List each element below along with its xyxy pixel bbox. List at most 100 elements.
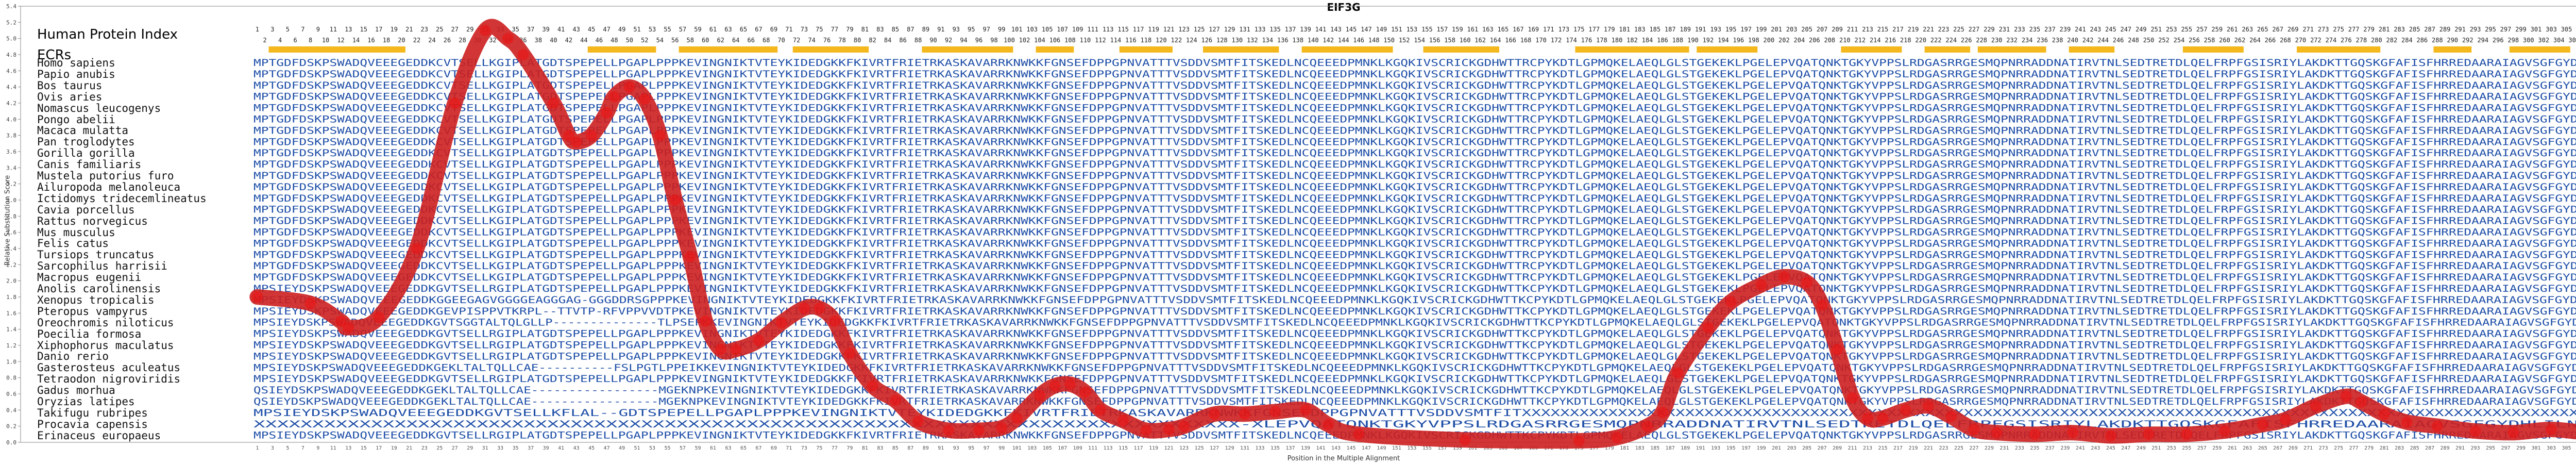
x-tick-label: 285: [2410, 445, 2419, 451]
sequence-row: MPTGDFDSKPSWADQVEEEGEDDKCVTSELLKGIPLATGD…: [253, 238, 2576, 249]
sequence-row: MPTGDFDSKPSWADQVEEEGEDDKCVTSELLKGIPLATGD…: [253, 80, 2576, 91]
curve-point: [1209, 408, 1221, 420]
substitution-curve-group: [249, 19, 2576, 449]
curve-point: [1269, 406, 1281, 418]
species-label: Xenopus tropicalis: [37, 293, 155, 306]
human-index-tick: 272: [2310, 37, 2321, 44]
human-index-tick: 205: [1801, 26, 1812, 33]
curve-point: [1094, 404, 1106, 416]
human-index-tick: 12: [337, 37, 344, 44]
human-index-tick: 56: [671, 37, 679, 44]
human-index-tick: 45: [588, 26, 595, 33]
human-index-tick: 125: [1194, 26, 1205, 33]
human-index-tick: 303: [2546, 26, 2557, 33]
human-index-tick: 268: [2280, 37, 2291, 44]
curve-point: [1755, 279, 1767, 291]
curve-point: [1922, 400, 1934, 412]
human-index-tick: 135: [1269, 26, 1281, 33]
x-tick-label: 237: [2045, 445, 2055, 451]
curve-point: [1573, 435, 1585, 446]
human-index-tick: 116: [1125, 37, 1137, 44]
human-index-tick: 153: [1406, 26, 1418, 33]
curve-point: [1816, 299, 1828, 311]
sequence-row: MPTGDFDSKPSWADQVEEEGEDDKCVTSELLKGIPLATGD…: [253, 170, 2576, 181]
human-index-tick: 186: [1657, 37, 1668, 44]
human-index-tick: 132: [1247, 37, 1258, 44]
human-index-tick: 73: [801, 26, 808, 33]
y-tick-label: 1.6: [6, 310, 16, 317]
human-index-tick: 35: [512, 26, 519, 33]
y-tick-label: 4.8: [6, 52, 16, 58]
x-tick-label: 241: [2076, 445, 2085, 451]
x-tick-label: 21: [406, 445, 412, 451]
species-label: Tetraodon nigroviridis: [37, 373, 181, 386]
x-tick-label: 305: [2562, 445, 2571, 451]
y-tick-label: 5.0: [6, 36, 16, 42]
x-tick-label: 101: [1012, 445, 1022, 451]
human-index-tick: 220: [1915, 37, 1926, 44]
x-tick-label: 203: [1787, 445, 1797, 451]
human-index-tick: 81: [861, 26, 869, 33]
x-tick-label: 151: [1392, 445, 1401, 451]
human-index-tick: 53: [649, 26, 656, 33]
human-index-tick: 204: [1794, 37, 1805, 44]
human-index-tick: 206: [1809, 37, 1820, 44]
x-tick-label: 295: [2486, 445, 2495, 451]
sequence-row: MPTGDFDSKPSWADQVEEEGEDDKCVTSELLKGIPLATGD…: [253, 159, 2576, 170]
x-tick-label: 109: [1073, 445, 1082, 451]
x-tick-label: 31: [482, 445, 488, 451]
human-index-tick: 58: [687, 37, 694, 44]
curve-point: [373, 311, 385, 323]
human-index-tick: 9: [316, 26, 320, 33]
human-index-tick: 59: [694, 26, 701, 33]
ecr-bar: [1423, 46, 1499, 53]
human-index-tick: 40: [550, 37, 557, 44]
x-tick-label: 159: [1453, 445, 1462, 451]
sequence-row: MPTGDFDSKPSWADQVEEEGEDDKCVTSELLKGIPLATGD…: [253, 69, 2576, 80]
ecr-bar: [2509, 46, 2570, 53]
human-index-tick: 233: [2014, 26, 2025, 33]
sequence-row: MPSIEYDSKPSWADQVEEEGEDDKGVTSELLRGIPLATGD…: [253, 328, 2576, 340]
human-index-tick: 84: [884, 37, 891, 44]
species-label: Xiphophorus maculatus: [37, 339, 174, 352]
human-index-tick: 67: [755, 26, 762, 33]
sequence-row: MPSIEYDSKPSWADQVEEEGEDDKGVTSELLRGIPLATGD…: [253, 340, 2576, 351]
human-index-tick: 82: [869, 37, 876, 44]
x-tick-label: 251: [2151, 445, 2161, 451]
y-tick-label: 2.0: [6, 278, 16, 285]
human-index-tick: 72: [793, 37, 800, 44]
human-index-tick: 126: [1201, 37, 1212, 44]
human-index-tick: 6: [293, 37, 297, 44]
human-index-tick: 295: [2485, 26, 2496, 33]
y-tick-label: 4.0: [6, 116, 16, 123]
human-index-tick: 96: [975, 37, 982, 44]
sequence-row: MPSIEYDSKPSWADQVEEEGEDDKGVTSGGTALTQLGLLP…: [253, 317, 2576, 328]
x-tick-label: 191: [1696, 445, 1705, 451]
human-index-tick: 305: [2561, 26, 2572, 33]
human-index-tick: 148: [1368, 37, 1380, 44]
x-tick-label: 15: [361, 445, 367, 451]
x-tick-label: 177: [1589, 445, 1599, 451]
sequence-row: MPTGDFDSKPSWADQVEEEGEDDKCVTSELLKGIPLATGD…: [253, 103, 2576, 114]
human-index-tick: 117: [1133, 26, 1144, 33]
x-tick-label: 239: [2060, 445, 2070, 451]
human-index-tick: 157: [1437, 26, 1448, 33]
human-index-tick: 223: [1938, 26, 1950, 33]
human-index-tick: 269: [2287, 26, 2299, 33]
ecr-bar: [268, 46, 405, 53]
x-tick-label: 17: [376, 445, 382, 451]
y-tick-label: 1.8: [6, 294, 16, 301]
human-index-tick: 151: [1391, 26, 1402, 33]
species-label: Erinaceus europaeus: [37, 429, 161, 442]
human-index-tick: 95: [968, 26, 975, 33]
x-tick-label: 229: [1985, 445, 1994, 451]
x-tick-label: 275: [2334, 445, 2343, 451]
human-index-tick: 75: [816, 26, 823, 33]
human-index-tick: 110: [1080, 37, 1091, 44]
x-tick-label: 53: [649, 445, 655, 451]
x-tick-label: 297: [2501, 445, 2510, 451]
human-index-tick: 50: [626, 37, 633, 44]
curve-point: [2029, 428, 2041, 440]
curve-point: [2143, 428, 2155, 440]
human-index-tick: 273: [2318, 26, 2329, 33]
